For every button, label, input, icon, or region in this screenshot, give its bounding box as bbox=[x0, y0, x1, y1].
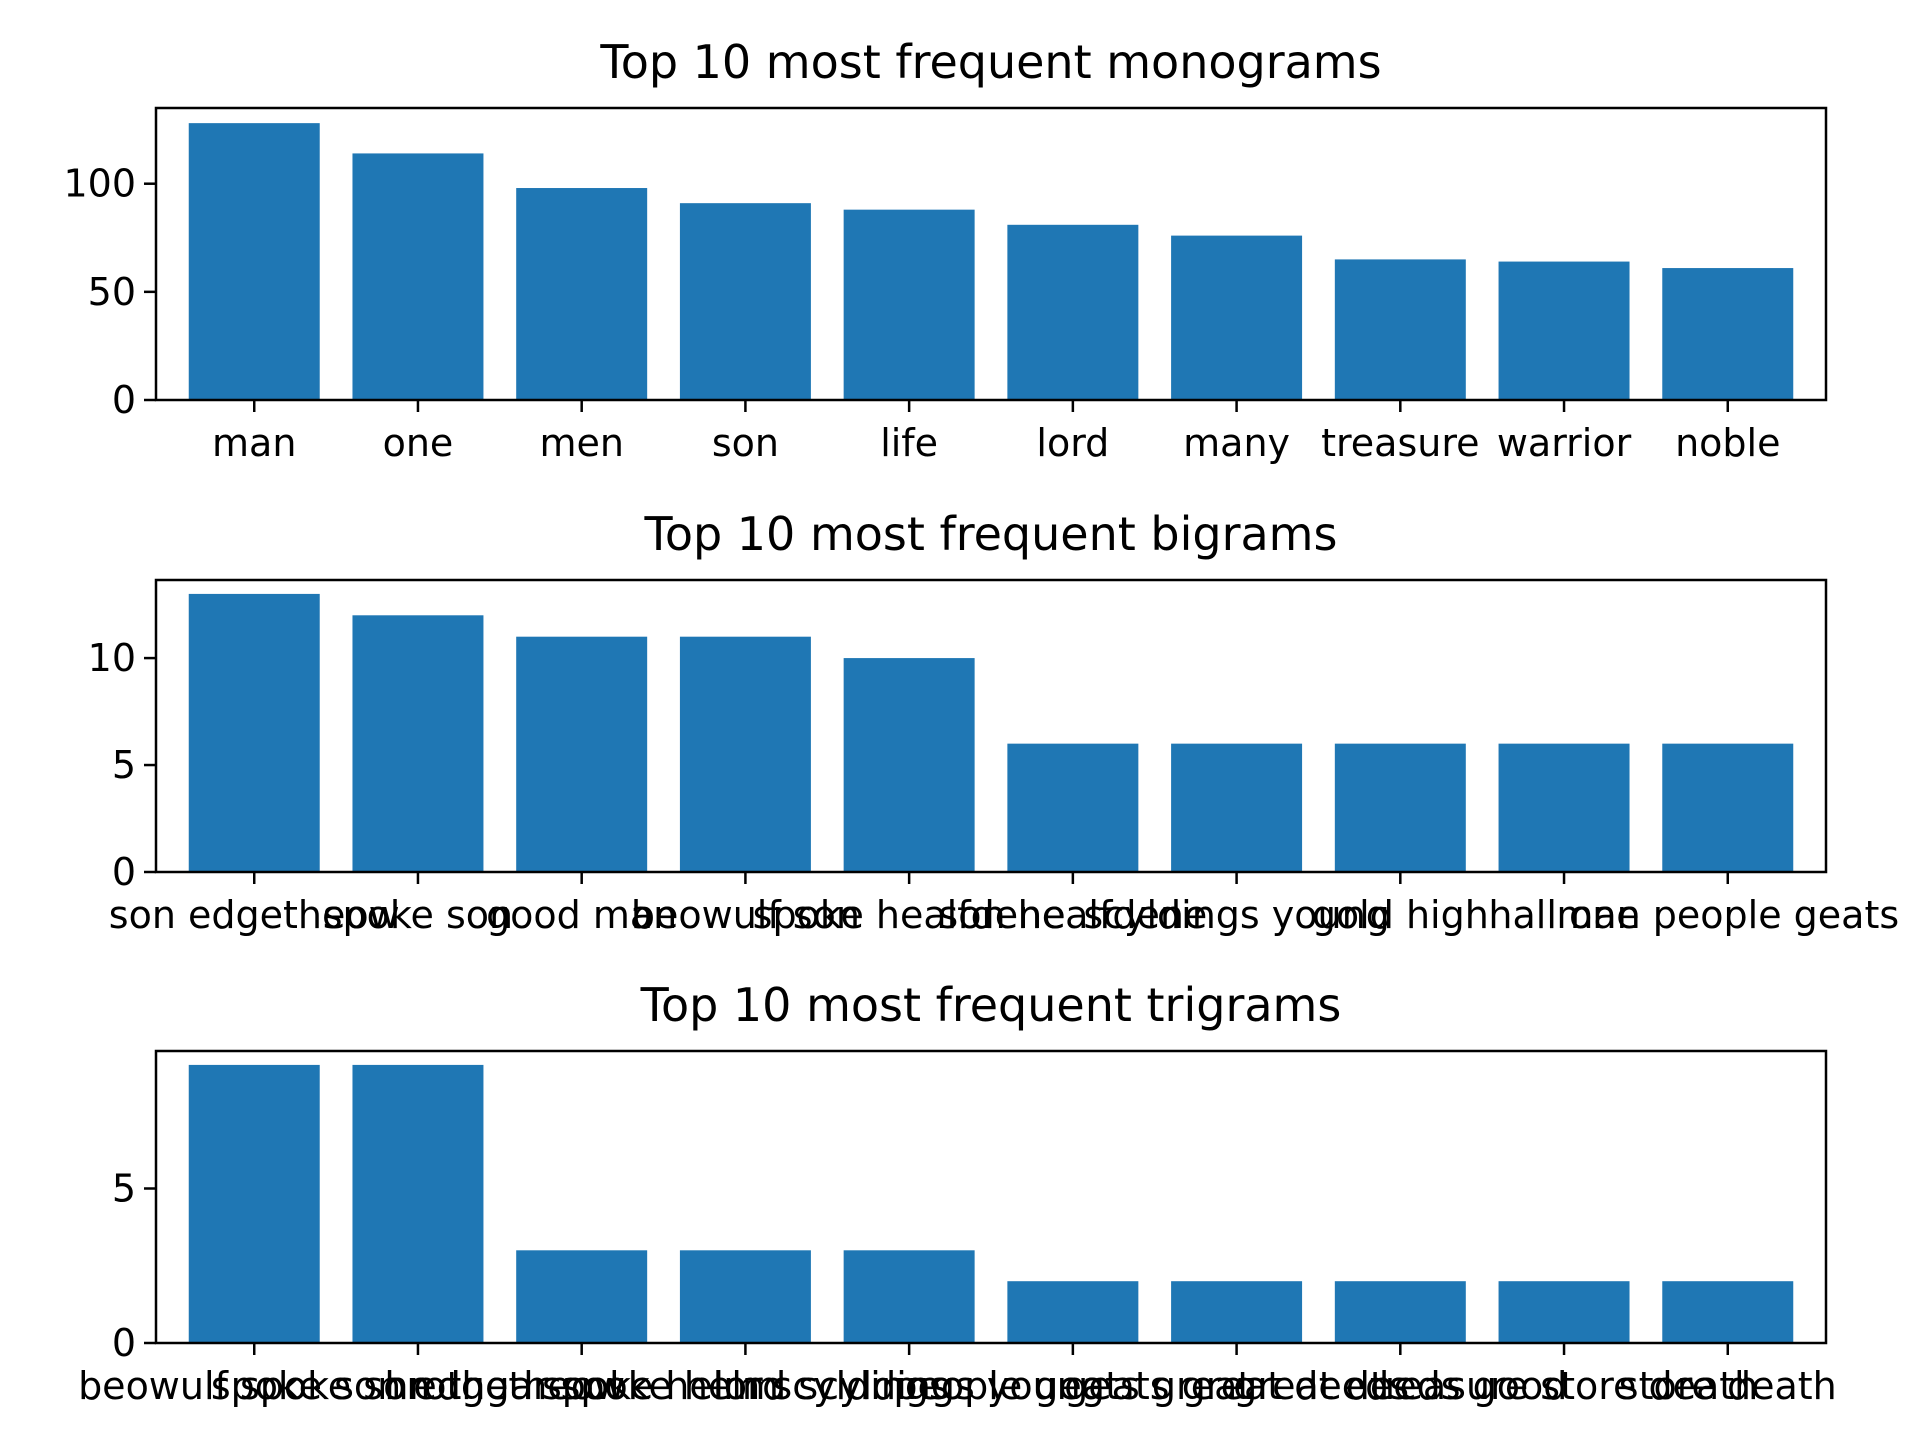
bar-son-edgetheow bbox=[188, 593, 320, 872]
x-tick-label: spoke son bbox=[323, 893, 513, 937]
bar-beowulf-spoke-son bbox=[188, 1064, 320, 1343]
bar-spoke-son-edgetheow bbox=[352, 1064, 484, 1343]
x-tick-label: treasure store death bbox=[1370, 1364, 1758, 1408]
bar-son bbox=[679, 203, 811, 400]
bar-man bbox=[188, 123, 320, 400]
x-tick-label: spoke helm scyldings bbox=[542, 1364, 949, 1408]
bar-one bbox=[352, 153, 484, 400]
y-tick-label: 0 bbox=[112, 850, 136, 894]
bar-great-deeds-good bbox=[1334, 1281, 1466, 1343]
bar-men bbox=[516, 188, 648, 400]
bar-hall-one bbox=[1498, 743, 1630, 872]
bar-store-death bbox=[1662, 1281, 1794, 1343]
x-tick-label: spoke healfdene bbox=[753, 893, 1066, 937]
subplot-title: Top 10 most frequent trigrams bbox=[640, 978, 1342, 1032]
x-tick-label: hall one bbox=[1488, 893, 1639, 937]
bar-beowulf-son bbox=[679, 636, 811, 872]
x-tick-label: men bbox=[539, 421, 623, 465]
bar-spoke-helm-scyldings bbox=[679, 1250, 811, 1343]
y-tick-label: 5 bbox=[112, 743, 136, 787]
axes-frame bbox=[154, 106, 1828, 402]
x-tick-label: scyldings young bbox=[1083, 893, 1390, 937]
bar-warrior bbox=[1498, 261, 1630, 400]
bar-many bbox=[1171, 235, 1303, 400]
bar-lord-scyldings-young bbox=[843, 1250, 975, 1343]
subplot-title: Top 10 most frequent bigrams bbox=[644, 507, 1338, 561]
x-tick-label: hrothgar spoke helm bbox=[384, 1364, 779, 1408]
y-tick-label: 100 bbox=[63, 162, 136, 206]
x-tick-label: store death bbox=[1619, 1364, 1837, 1408]
x-tick-label: people geats great bbox=[893, 1364, 1252, 1408]
x-tick-label: noble bbox=[1675, 421, 1780, 465]
y-tick-label: 0 bbox=[112, 1321, 136, 1365]
x-tick-label: son edgetheow bbox=[109, 893, 400, 937]
y-tick-label: 0 bbox=[112, 378, 136, 422]
bar-gold-high bbox=[1334, 743, 1466, 872]
x-tick-label: life bbox=[880, 421, 938, 465]
x-tick-label: spoke son edgetheow bbox=[211, 1364, 625, 1408]
x-tick-label: great deeds good bbox=[1233, 1364, 1567, 1408]
bar-treasure-store-death bbox=[1498, 1281, 1630, 1343]
bar-noble bbox=[1662, 268, 1794, 400]
y-tick-label: 5 bbox=[112, 1167, 136, 1211]
bar-son-healfdene bbox=[1007, 743, 1139, 872]
bar-scyldings-young bbox=[1171, 743, 1303, 872]
bar-good-man bbox=[516, 636, 648, 872]
bar-lord bbox=[1007, 224, 1139, 400]
subplot-3: Top 10 most frequent trigrams 0 5 beowulf s… bbox=[78, 978, 1837, 1408]
y-tick-label: 10 bbox=[88, 636, 136, 680]
x-tick-label: good man bbox=[486, 893, 677, 937]
axes-frame bbox=[154, 578, 1828, 874]
bar-man-people-geats bbox=[1662, 743, 1794, 872]
x-tick-label: beowulf son bbox=[631, 893, 860, 937]
bar-life bbox=[843, 209, 975, 400]
bar-geats-great-deeds bbox=[1171, 1281, 1303, 1343]
x-tick-label: son bbox=[712, 421, 779, 465]
x-tick-label: man people geats bbox=[1556, 893, 1899, 937]
bar-hrothgar-spoke-helm bbox=[516, 1250, 648, 1343]
bar-people-geats-great bbox=[1007, 1281, 1139, 1343]
bar-spoke-healfdene bbox=[843, 658, 975, 872]
x-tick-label: many bbox=[1183, 421, 1290, 465]
axes-frame bbox=[154, 1049, 1828, 1345]
subplot-1: Top 10 most frequent monograms 0 50 100 man o… bbox=[63, 35, 1828, 465]
x-tick-label: lord bbox=[1036, 421, 1109, 465]
y-tick-label: 50 bbox=[88, 270, 136, 314]
subplot-title: Top 10 most frequent monograms bbox=[599, 35, 1381, 89]
subplot-2: Top 10 most frequent bigrams 0 5 10 son edge… bbox=[88, 507, 1900, 937]
x-tick-label: treasure bbox=[1321, 421, 1479, 465]
x-tick-label: one bbox=[383, 421, 454, 465]
x-tick-label: gold high bbox=[1312, 893, 1489, 937]
bar-spoke-son bbox=[352, 615, 484, 872]
x-tick-label: lord scyldings young bbox=[713, 1364, 1105, 1408]
x-tick-label: man bbox=[212, 421, 296, 465]
x-tick-label: son healfdene bbox=[938, 893, 1207, 937]
bar-treasure bbox=[1334, 259, 1466, 400]
x-tick-label: warrior bbox=[1497, 421, 1632, 465]
x-tick-label: geats great deeds bbox=[1064, 1364, 1409, 1408]
x-tick-label: beowulf spoke son bbox=[78, 1364, 430, 1408]
